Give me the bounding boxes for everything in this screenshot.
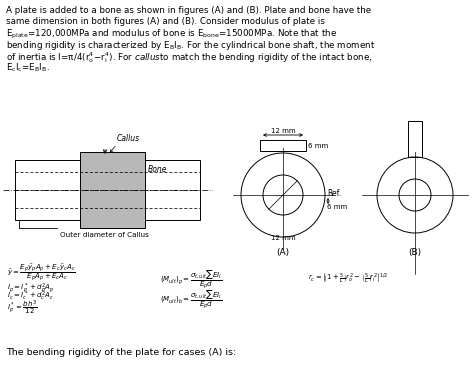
Text: 12 mm: 12 mm xyxy=(271,128,295,134)
Text: $\bar{y} = \dfrac{E_p\bar{y}_pA_p + E_c\bar{y}_cA_c}{E_pA_p + E_cA_c}$: $\bar{y} = \dfrac{E_p\bar{y}_pA_p + E_c\… xyxy=(7,262,76,283)
Text: $(M_{ult})_p = \dfrac{\sigma_{t,ult}\sum EI_i}{E_p d}$: $(M_{ult})_p = \dfrac{\sigma_{t,ult}\sum… xyxy=(160,268,222,291)
Text: (B): (B) xyxy=(409,248,421,257)
Text: Outer diameter of Callus: Outer diameter of Callus xyxy=(60,232,149,238)
Text: Callus: Callus xyxy=(117,134,140,143)
Text: (A): (A) xyxy=(276,248,290,257)
Text: $I_p^* = \dfrac{bh^3}{12}$: $I_p^* = \dfrac{bh^3}{12}$ xyxy=(7,299,37,317)
Text: 6 mm: 6 mm xyxy=(308,142,328,148)
Text: $r_c = \left[\!\left(1+\frac{5}{L}\right)\!r_o^2 - \left(\frac{5}{L}\right)\!r_i: $r_c = \left[\!\left(1+\frac{5}{L}\right… xyxy=(308,272,389,286)
Polygon shape xyxy=(80,152,145,228)
Text: $I_p = I_p^* + d_p^2A_p$: $I_p = I_p^* + d_p^2A_p$ xyxy=(7,281,55,295)
Text: same dimension in both figures (A) and (B). Consider modulus of plate is: same dimension in both figures (A) and (… xyxy=(6,17,325,26)
Text: $I_c = I_c^* + d_c^2A_c$: $I_c = I_c^* + d_c^2A_c$ xyxy=(7,290,54,303)
Text: 6 mm: 6 mm xyxy=(327,204,347,210)
Text: Bone: Bone xyxy=(148,165,167,174)
Text: 12 mm: 12 mm xyxy=(271,235,295,241)
Text: $\mathrm{E_c I_c}$=$\mathrm{E_B I_B}$.: $\mathrm{E_c I_c}$=$\mathrm{E_B I_B}$. xyxy=(6,61,50,73)
Text: $(M_{ult})_b = \dfrac{\sigma_{t,ult}\sum EI_i}{E_p d}$: $(M_{ult})_b = \dfrac{\sigma_{t,ult}\sum… xyxy=(160,288,222,311)
Text: $\mathrm{E_{plate}}$=120,000MPa and modulus of bone is $\mathrm{E_{bone}}$=15000: $\mathrm{E_{plate}}$=120,000MPa and modu… xyxy=(6,28,337,41)
Text: bending rigidity is characterized by $\mathrm{E_B I_B}$. For the cylindrical bon: bending rigidity is characterized by $\m… xyxy=(6,39,375,52)
Text: Ref.: Ref. xyxy=(327,188,341,197)
Text: of inertia is I=$\mathrm{\pi/4(r_o^{4}\!-\!r_i^{4})}$. For $\mathit{callus}$to m: of inertia is I=$\mathrm{\pi/4(r_o^{4}\!… xyxy=(6,50,372,65)
Text: A plate is added to a bone as shown in figures (A) and (B). Plate and bone have : A plate is added to a bone as shown in f… xyxy=(6,6,371,15)
Text: The bending rigidity of the plate for cases (A) is:: The bending rigidity of the plate for ca… xyxy=(6,348,236,357)
